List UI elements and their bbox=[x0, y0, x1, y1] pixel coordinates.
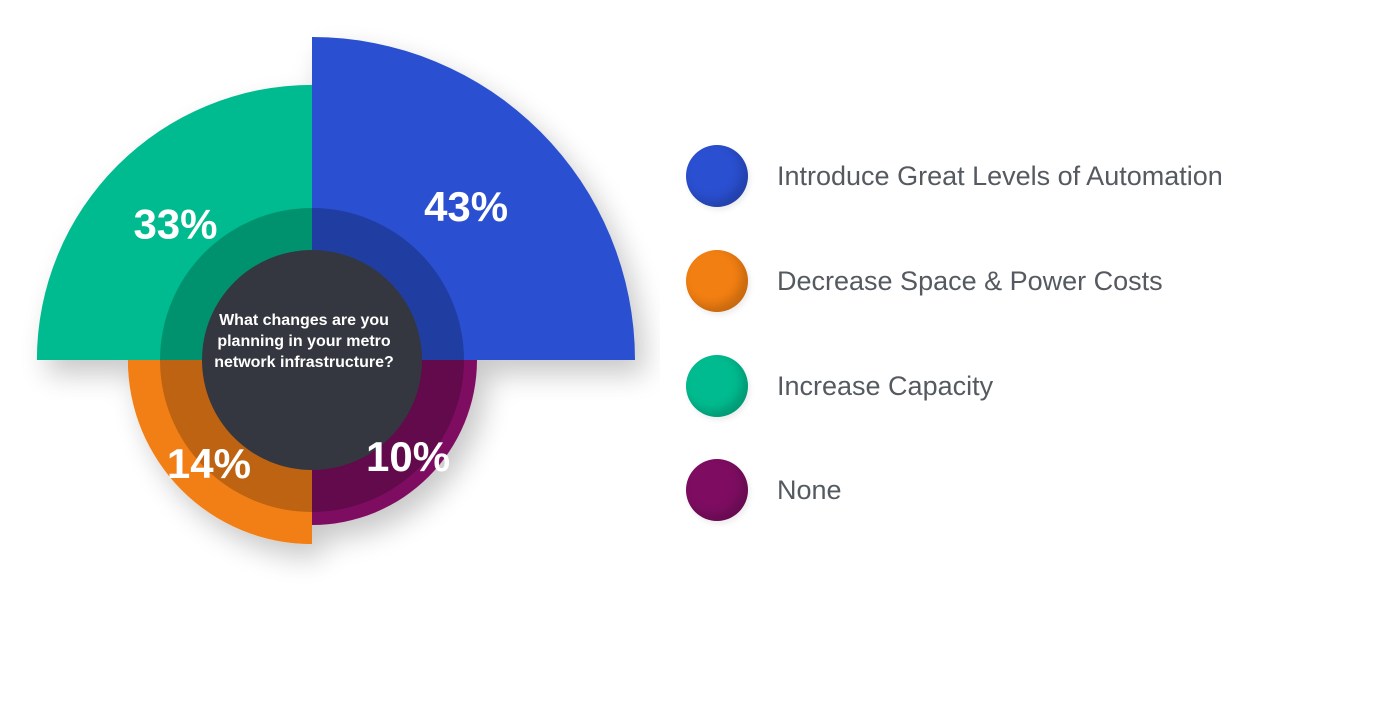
legend-label-space-power: Decrease Space & Power Costs bbox=[777, 265, 1163, 296]
legend-label-capacity: Increase Capacity bbox=[777, 370, 994, 401]
slice-label-space-power: 14% bbox=[167, 440, 251, 487]
legend-item-none: None bbox=[686, 458, 842, 522]
legend-swatch-capacity bbox=[686, 355, 748, 417]
slice-label-capacity: 33% bbox=[133, 200, 217, 247]
legend-item-automation: Introduce Great Levels of Automation bbox=[686, 144, 1223, 208]
legend-label-none: None bbox=[777, 474, 842, 505]
slice-label-none: 10% bbox=[366, 433, 450, 480]
legend-swatch-space-power bbox=[686, 250, 748, 312]
legend-swatch-automation bbox=[686, 145, 748, 207]
slice-label-automation: 43% bbox=[424, 183, 508, 230]
legend-swatch-none bbox=[686, 459, 748, 521]
legend-item-space-power: Decrease Space & Power Costs bbox=[686, 249, 1163, 313]
legend-label-automation: Introduce Great Levels of Automation bbox=[777, 160, 1223, 191]
chart-question: What changes are you planning in your me… bbox=[214, 312, 394, 371]
polar-pie-chart: 43% 14% 33% 10% bbox=[36, 37, 635, 545]
center-hub bbox=[202, 250, 422, 470]
slice-automation bbox=[312, 37, 635, 360]
legend-item-capacity: Increase Capacity bbox=[686, 354, 993, 418]
